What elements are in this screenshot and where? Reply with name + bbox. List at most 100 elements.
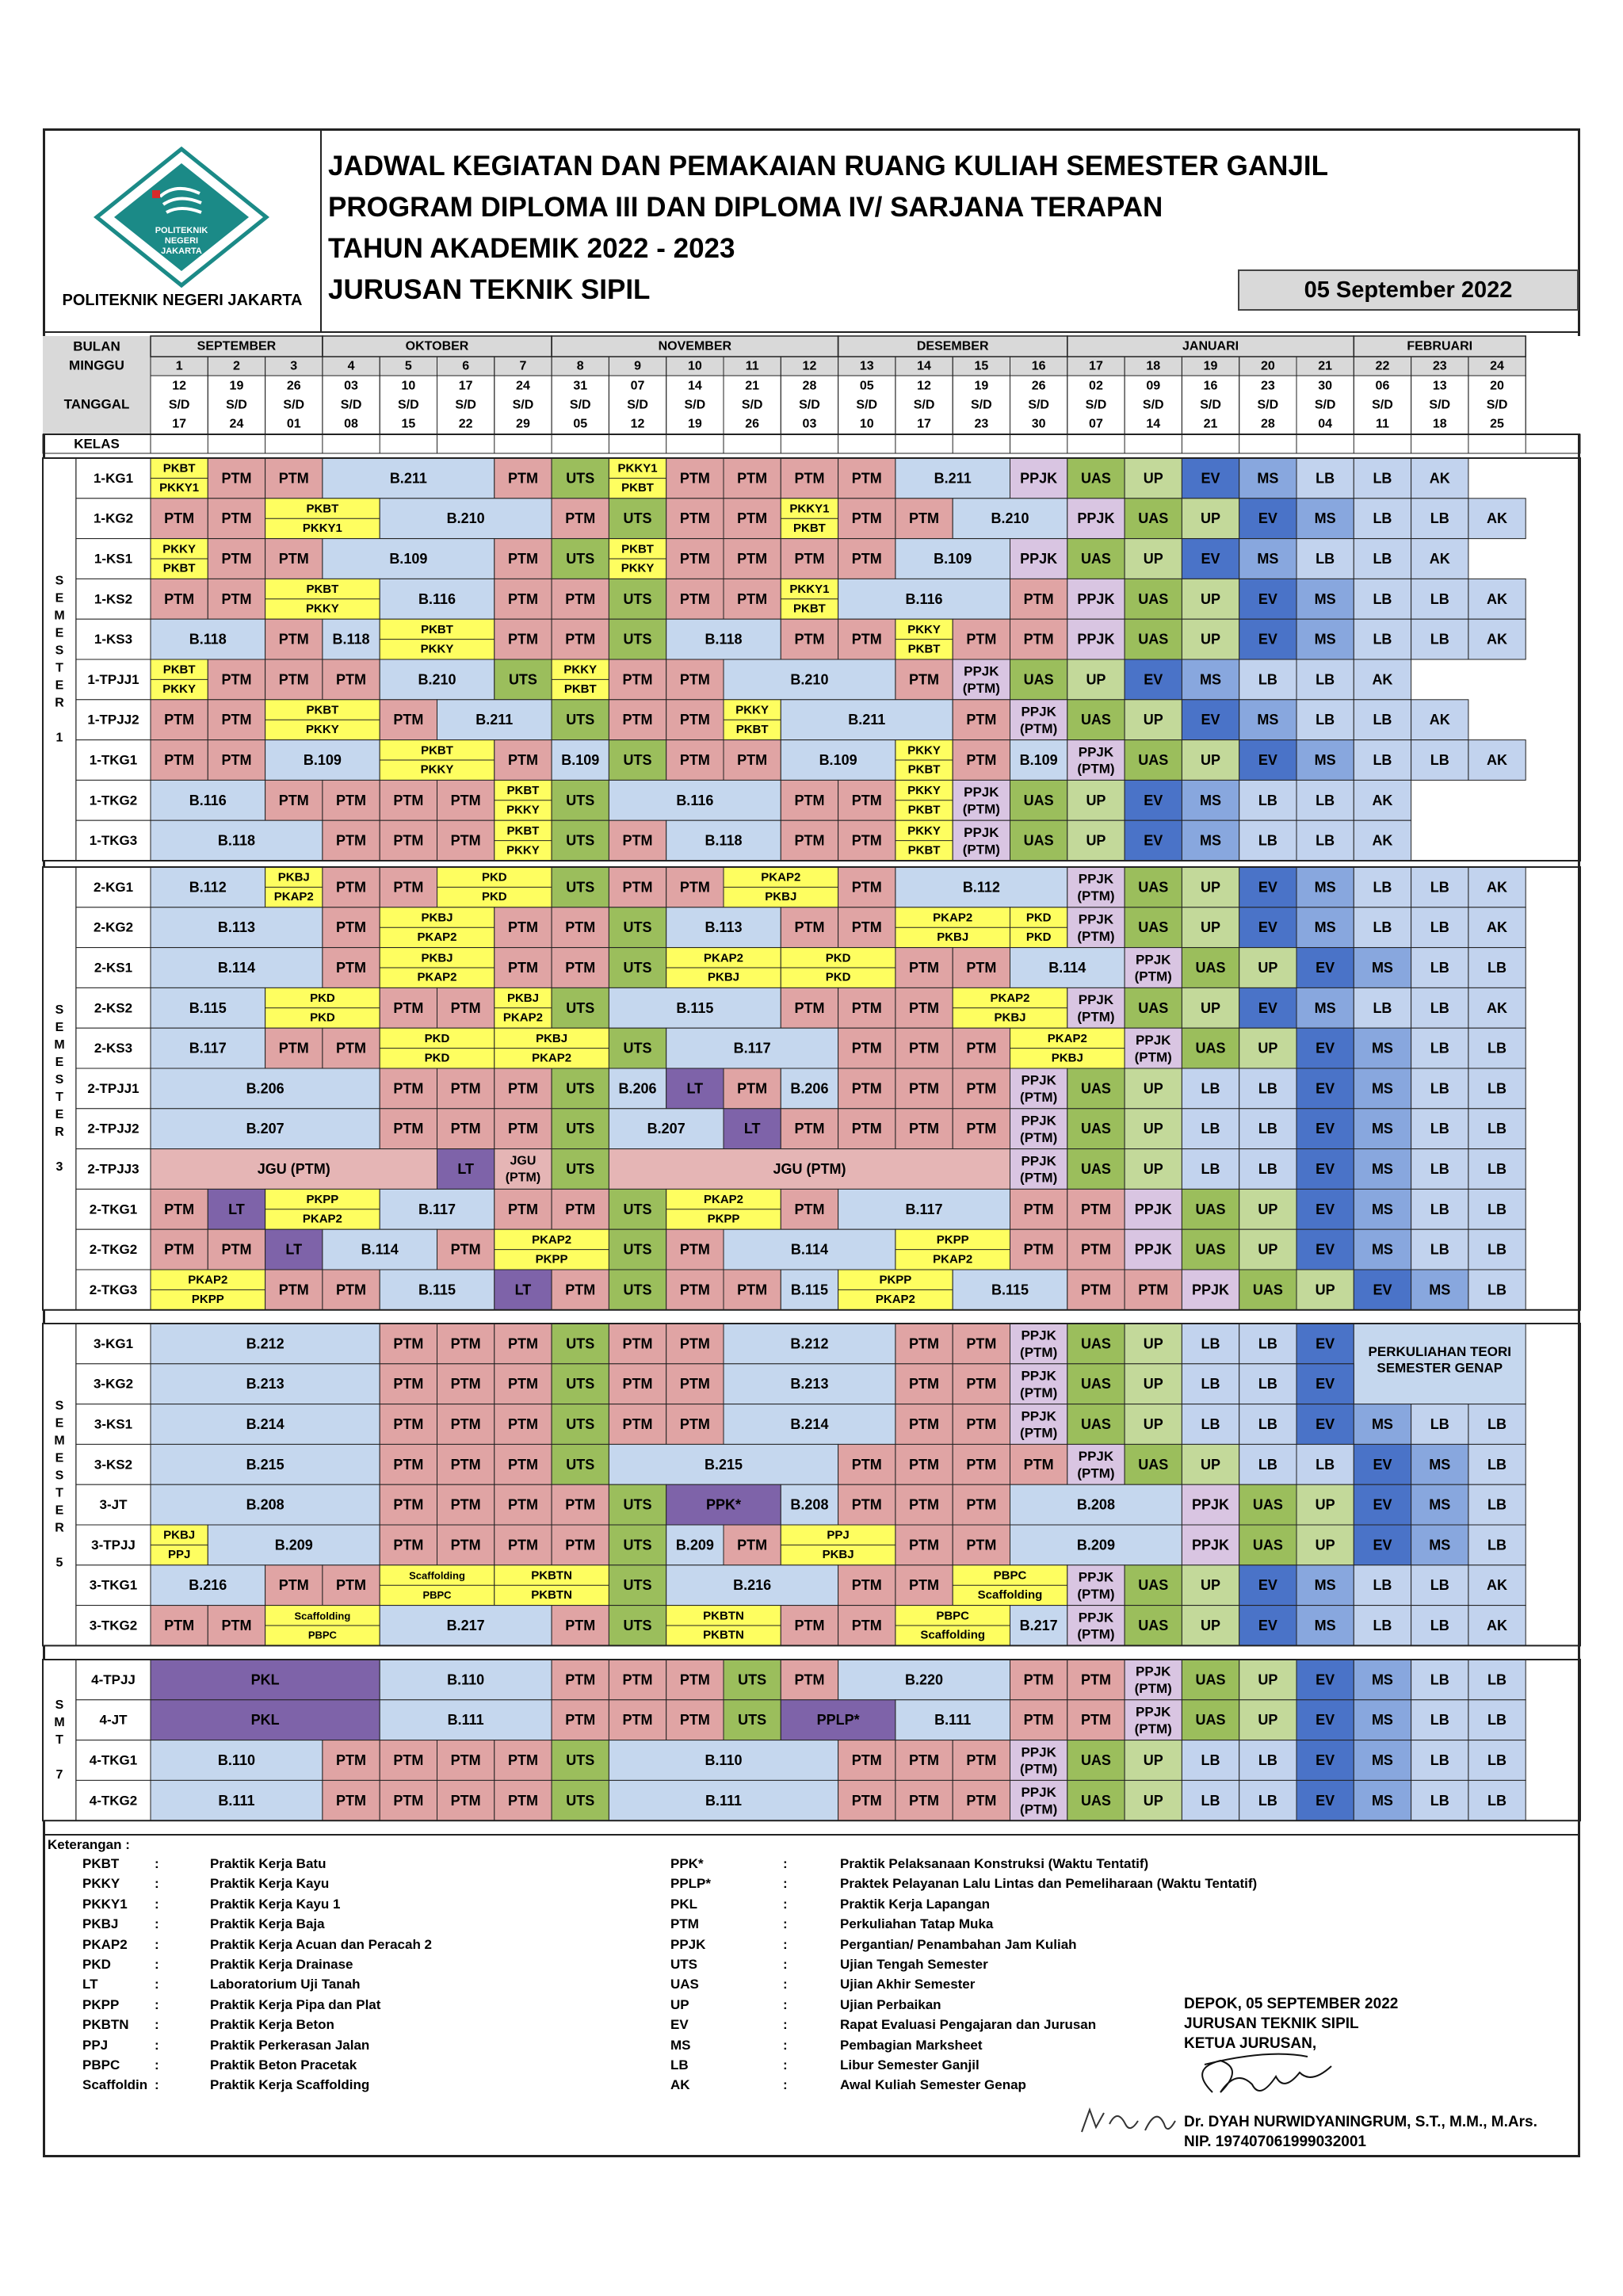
kelas-label: 1-TKG2 <box>90 793 137 808</box>
cell-code: UTS <box>566 833 594 849</box>
cell-code: LB <box>1487 1457 1507 1473</box>
schedule-cell <box>1010 1148 1068 1190</box>
practice-bottom: PKKY <box>506 803 540 816</box>
schedule-cell <box>723 1068 781 1110</box>
cell-code: LB <box>1201 1121 1220 1137</box>
schedule-cell <box>1067 618 1125 660</box>
cell-code: PTM <box>909 1121 939 1137</box>
practice-bottom: PKKY <box>421 642 454 655</box>
schedule-cell <box>1239 578 1297 620</box>
schedule-cell <box>1468 1228 1526 1270</box>
practice-bottom: PKKY <box>421 763 454 777</box>
schedule-cell <box>895 1323 953 1365</box>
schedule-cell <box>608 1363 667 1405</box>
kelas-label: 1-TPJJ2 <box>87 712 139 728</box>
schedule-cell <box>780 618 839 660</box>
cell-code: LB <box>1430 632 1449 648</box>
cell-code: PTM <box>909 1000 939 1016</box>
schedule-cell <box>1010 1404 1068 1445</box>
schedule-cell <box>1468 987 1526 1029</box>
date-sd: S/D <box>627 399 648 412</box>
schedule-cell <box>1411 1068 1469 1110</box>
date-from: 20 <box>1490 380 1504 393</box>
schedule-cell <box>1181 1108 1240 1150</box>
cell-code: PPJK <box>1020 470 1057 486</box>
cell-code: UP <box>1258 1201 1277 1217</box>
cell-code: PTM <box>508 752 538 768</box>
label-kelas: KELAS <box>74 437 120 452</box>
date-to: 03 <box>803 418 817 431</box>
cell-code: PTM <box>680 1416 710 1432</box>
schedule-cell <box>952 779 1010 821</box>
schedule-cell <box>608 699 667 741</box>
ppjk-top: PPJK <box>1021 1328 1056 1343</box>
schedule-cell <box>1353 1605 1412 1646</box>
schedule-cell <box>1468 1699 1526 1741</box>
schedule-cell <box>1124 1068 1182 1110</box>
schedule-cell <box>895 1484 953 1526</box>
schedule-cell <box>838 1188 1010 1230</box>
practice-top: PKKY <box>907 743 941 757</box>
schedule-cell <box>265 779 323 821</box>
cell-code: PTM <box>1024 632 1054 648</box>
schedule-cell <box>1239 819 1297 861</box>
schedule-cell <box>1067 699 1125 741</box>
schedule-cell <box>551 1363 609 1405</box>
schedule-cell <box>1067 578 1125 620</box>
practice-bottom: PKD <box>1026 930 1052 944</box>
schedule-cell <box>150 1779 323 1821</box>
ppjk-bottom: (PTM) <box>1135 1049 1172 1064</box>
cell-code: AK <box>1487 1618 1507 1633</box>
schedule-cell <box>494 1188 552 1230</box>
kelas-cell <box>75 618 151 660</box>
cell-code: PTM <box>966 1121 996 1137</box>
cell-code: B.209 <box>275 1537 313 1553</box>
schedule-cell <box>1296 1068 1354 1110</box>
cell-code: EV <box>1373 1457 1392 1473</box>
cell-code: UAS <box>1138 591 1168 607</box>
schedule-cell <box>1411 578 1469 620</box>
cell-code: PTM <box>909 1457 939 1473</box>
semester-label-cell <box>42 1323 77 1647</box>
cell-code: LB <box>1487 1752 1507 1768</box>
date-to: 23 <box>974 418 988 431</box>
schedule-cell <box>1296 907 1354 949</box>
date-sd: S/D <box>341 399 362 412</box>
schedule-cell <box>608 618 667 660</box>
schedule-cell <box>551 779 609 821</box>
schedule-cell <box>551 1605 609 1646</box>
cell-code: UAS <box>1081 470 1111 486</box>
date-from: 14 <box>688 380 702 393</box>
practice-bottom: PKBT <box>564 682 597 696</box>
cell-code: MS <box>1372 1752 1393 1768</box>
schedule-cell <box>1468 618 1526 660</box>
cell-code: B.109 <box>819 752 857 768</box>
schedule-cell <box>1181 907 1240 949</box>
cell-code: AK <box>1372 671 1392 687</box>
cell-code: PTM <box>279 1041 309 1056</box>
date-to: 01 <box>287 418 301 431</box>
schedule-cell <box>437 1363 495 1405</box>
cell-code: UP <box>1201 1577 1220 1593</box>
cell-code: PTM <box>794 1618 824 1633</box>
practice-top: PKBT <box>421 743 453 757</box>
schedule-cell <box>1067 1659 1125 1701</box>
date-from: 19 <box>974 380 988 393</box>
schedule-cell <box>494 739 552 781</box>
schedule-cell <box>207 1524 380 1566</box>
practice-bottom: PKAP2 <box>933 1252 972 1266</box>
cell-code: EV <box>1258 632 1277 648</box>
cell-code: PTM <box>1081 1201 1111 1217</box>
month-label: FEBRUARI <box>1407 340 1472 353</box>
practice-bottom: PKKY <box>306 723 339 736</box>
schedule-cell <box>608 779 781 821</box>
schedule-cell <box>780 699 953 741</box>
schedule-cell <box>608 739 667 781</box>
cell-code: LB <box>1373 591 1392 607</box>
schedule-cell <box>494 1443 552 1485</box>
practice-top: PKBTN <box>531 1569 572 1583</box>
cell-code: B.118 <box>705 833 742 849</box>
cell-code: PTM <box>336 1282 366 1297</box>
cell-code: PTM <box>852 1577 882 1593</box>
schedule-cell <box>608 1699 667 1741</box>
